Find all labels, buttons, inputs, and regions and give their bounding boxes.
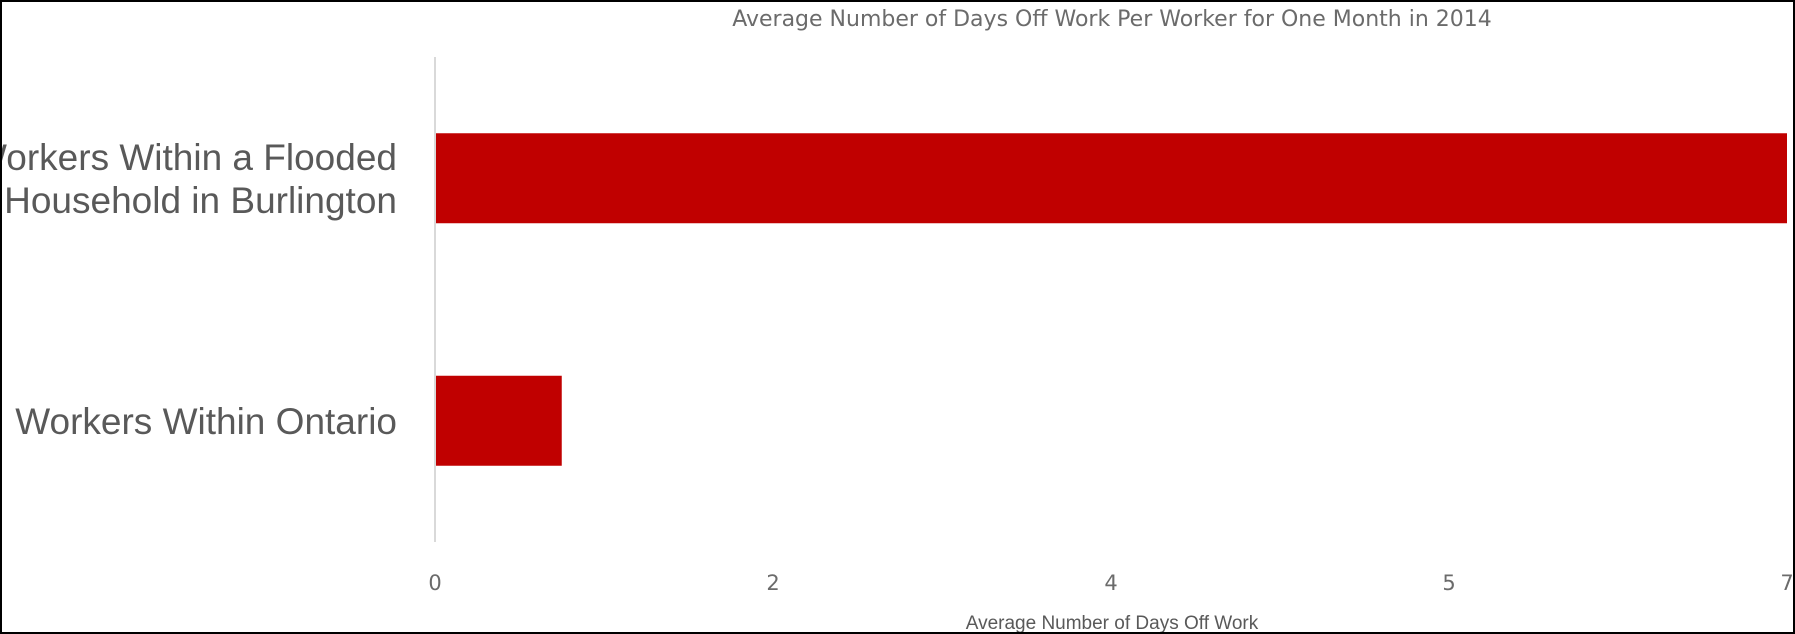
chart-title: Average Number of Days Off Work Per Work… <box>732 7 1492 32</box>
x-tick-label-1: 2 <box>766 571 779 595</box>
x-tick-labels: 0 2 4 5 7 <box>428 571 1793 595</box>
category-label-0-line-1: Household in Burlington <box>4 180 397 221</box>
bars-layer <box>435 133 1787 466</box>
x-tick-label-0: 0 <box>428 571 441 595</box>
category-label-1-line-0: Workers Within Ontario <box>15 401 397 442</box>
bar-0 <box>435 133 1787 224</box>
x-axis-title: Average Number of Days Off Work <box>966 613 1259 634</box>
category-label-0-line-0: Workers Within a Flooded <box>2 137 397 178</box>
category-label-1: Workers Within Ontario <box>15 401 397 442</box>
x-tick-label-3: 5 <box>1442 571 1455 595</box>
bar-1 <box>435 375 562 466</box>
category-label-0: Workers Within a Flooded Household in Bur… <box>2 137 397 221</box>
x-tick-label-4: 7 <box>1780 571 1793 595</box>
x-tick-label-2: 4 <box>1104 571 1117 595</box>
category-labels: Workers Within a Flooded Household in Bur… <box>2 137 397 442</box>
